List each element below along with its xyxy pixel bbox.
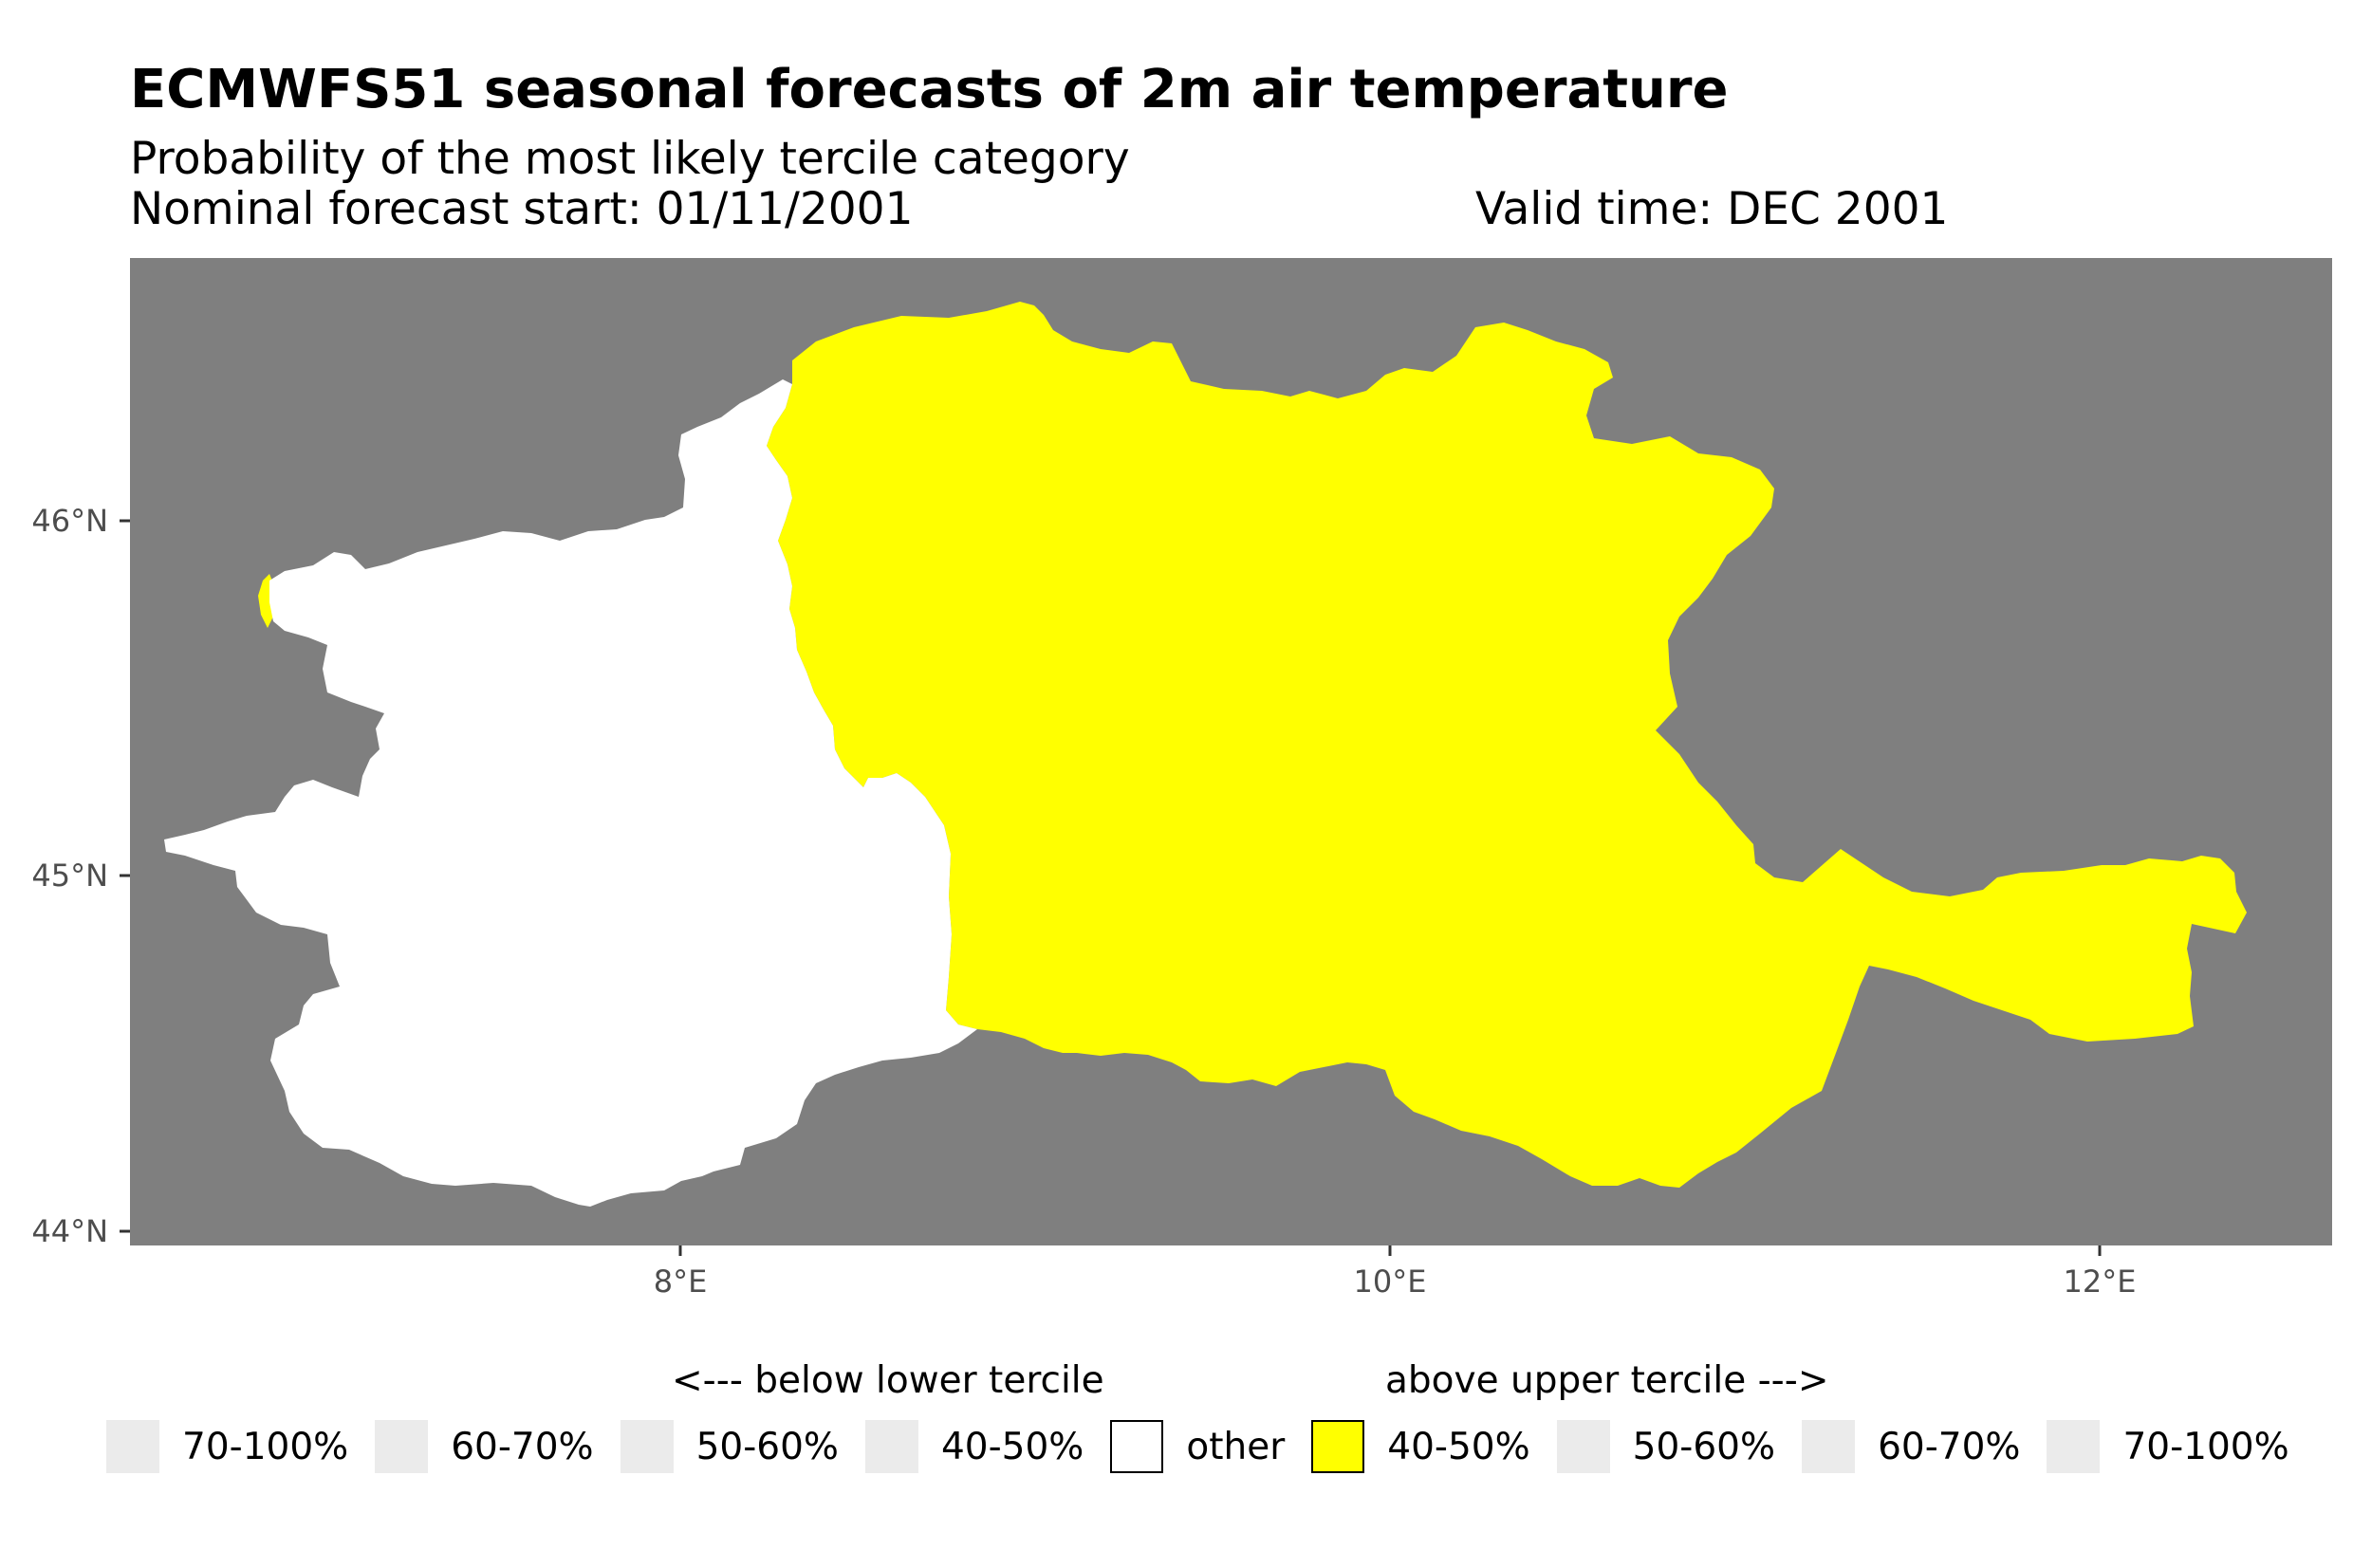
legend-label: 60-70% [451,1425,594,1468]
legend-swatch [1110,1420,1164,1473]
legend-swatch [1802,1420,1856,1473]
legend: 70-100% 60-70% 50-60% 40-50% other 40-50… [106,1420,2289,1473]
region-other [164,379,977,1207]
legend-label: 40-50% [940,1425,1084,1468]
legend-swatch [1311,1420,1365,1473]
legend-below-heading: <--- below lower tercile [672,1359,1104,1402]
legend-swatch [2047,1420,2101,1473]
legend-swatch [1556,1420,1610,1473]
region-above-upper-tercile [767,302,2247,1188]
legend-swatch [864,1420,918,1473]
legend-label: 70-100% [2122,1425,2289,1468]
forecast-start-label: Nominal forecast start: 01/11/2001 [130,183,914,235]
legend-label: other [1186,1425,1286,1468]
legend-label: 70-100% [182,1425,349,1468]
legend-item: 50-60% [620,1420,839,1473]
x-tick-label: 12°E [2064,1264,2137,1300]
legend-swatch [375,1420,429,1473]
y-tick-label: 45°N [31,858,108,894]
legend-item: 40-50% [1311,1420,1530,1473]
legend-item: 40-50% [864,1420,1084,1473]
legend-above-heading: above upper tercile ---> [1385,1359,1829,1402]
map-title: ECMWFS51 seasonal forecasts of 2m air te… [130,59,1729,120]
y-axis [120,519,130,1233]
x-tick-label: 10°E [1354,1264,1427,1300]
legend-swatch [620,1420,674,1473]
y-tick-label: 44°N [31,1213,108,1249]
y-tick-label: 46°N [31,503,108,539]
map-subtitle: Probability of the most likely tercile c… [130,133,1130,185]
legend-item: 60-70% [375,1420,594,1473]
legend-swatch [106,1420,159,1473]
legend-label: 50-60% [695,1425,839,1468]
legend-label: 50-60% [1632,1425,1776,1468]
legend-item: 60-70% [1802,1420,2020,1473]
x-axis [678,1245,2102,1256]
valid-time-label: Valid time: DEC 2001 [1475,183,1949,235]
x-tick-label: 8°E [654,1264,708,1300]
legend-label: 40-50% [1387,1425,1530,1468]
legend-label: 60-70% [1878,1425,2021,1468]
legend-item: 50-60% [1556,1420,1776,1473]
legend-item: 70-100% [106,1420,348,1473]
legend-item: other [1110,1420,1285,1473]
legend-item: 70-100% [2047,1420,2289,1473]
